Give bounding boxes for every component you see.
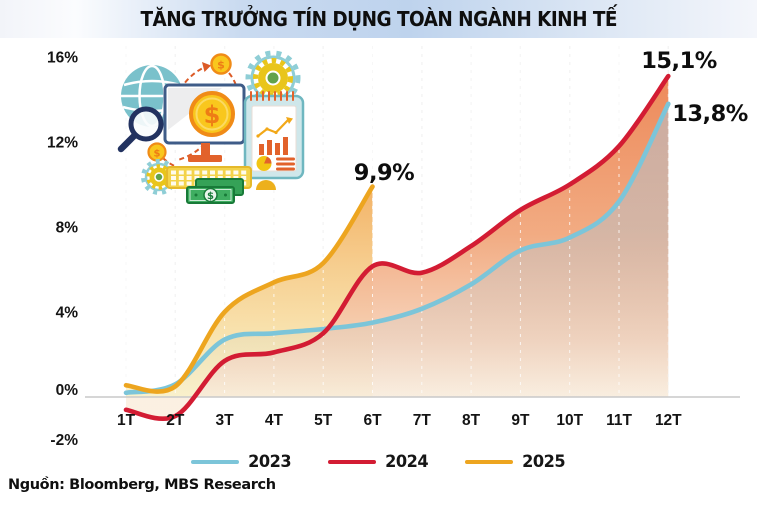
legend-item-2025: 2025 bbox=[465, 452, 566, 472]
x-tick-3T: 3T bbox=[216, 412, 235, 429]
legend: 2023 2024 2025 bbox=[0, 452, 757, 472]
y-tick--2%: -2% bbox=[50, 432, 78, 449]
page-title: TĂNG TRƯỞNG TÍN DỤNG TOÀN NGÀNH KINH TẾ bbox=[140, 7, 617, 31]
legend-label-2025: 2025 bbox=[522, 452, 566, 472]
legend-swatch-2023 bbox=[190, 459, 239, 465]
x-tick-7T: 7T bbox=[413, 412, 432, 429]
x-tick-11T: 11T bbox=[606, 412, 632, 429]
x-tick-8T: 8T bbox=[462, 412, 481, 429]
y-tick-4%: 4% bbox=[56, 305, 79, 322]
arrow-head bbox=[202, 62, 211, 72]
annotation-2025-peak: 9,9% bbox=[354, 160, 414, 186]
coin-small-top-icon: $ bbox=[210, 53, 232, 75]
source-note: Nguồn: Bloomberg, MBS Research bbox=[8, 477, 276, 493]
finance-illustration: $ $ $ bbox=[117, 50, 305, 204]
title-band: TĂNG TRƯỞNG TÍN DỤNG TOÀN NGÀNH KINH TẾ bbox=[0, 0, 757, 38]
legend-swatch-2024 bbox=[327, 459, 376, 465]
legend-item-2024: 2024 bbox=[327, 452, 429, 472]
coin-small-left-icon: $ bbox=[147, 142, 167, 162]
x-tick-10T: 10T bbox=[556, 412, 583, 429]
x-tick-2T: 2T bbox=[166, 412, 185, 429]
half-disc-icon bbox=[256, 180, 276, 190]
legend-label-2024: 2024 bbox=[384, 452, 429, 472]
x-tick-5T: 5T bbox=[314, 412, 333, 429]
svg-text:$: $ bbox=[217, 59, 225, 72]
x-tick-1T: 1T bbox=[117, 412, 136, 429]
annotations: 9,9% 15,1% 13,8% bbox=[354, 48, 748, 186]
x-tick-6T: 6T bbox=[363, 412, 382, 429]
legend-swatch-2025 bbox=[465, 459, 514, 465]
annotation-2024-end: 15,1% bbox=[641, 48, 717, 74]
y-tick-12%: 12% bbox=[47, 135, 78, 152]
legend-label-2023: 2023 bbox=[247, 452, 292, 472]
x-tick-12T: 12T bbox=[655, 412, 682, 429]
y-tick-16%: 16% bbox=[47, 50, 78, 67]
money-icon: $ bbox=[186, 178, 244, 204]
x-tick-4T: 4T bbox=[265, 412, 284, 429]
svg-text:$: $ bbox=[154, 149, 161, 160]
svg-text:$: $ bbox=[204, 101, 221, 129]
annotation-2023-end: 13,8% bbox=[672, 101, 748, 127]
y-tick-0%: 0% bbox=[56, 382, 79, 399]
legend-item-2023: 2023 bbox=[190, 452, 292, 472]
line-2023 bbox=[123, 101, 671, 396]
report-clipboard-icon bbox=[243, 91, 305, 180]
line-2025 bbox=[123, 184, 375, 394]
line-2024 bbox=[123, 73, 671, 422]
y-tick-8%: 8% bbox=[56, 220, 79, 237]
area-2023 bbox=[126, 103, 669, 398]
magnifier-icon bbox=[117, 106, 164, 153]
x-tick-9T: 9T bbox=[511, 412, 530, 429]
svg-text:$: $ bbox=[207, 191, 214, 202]
dollar-coin-icon: $ bbox=[189, 91, 235, 137]
